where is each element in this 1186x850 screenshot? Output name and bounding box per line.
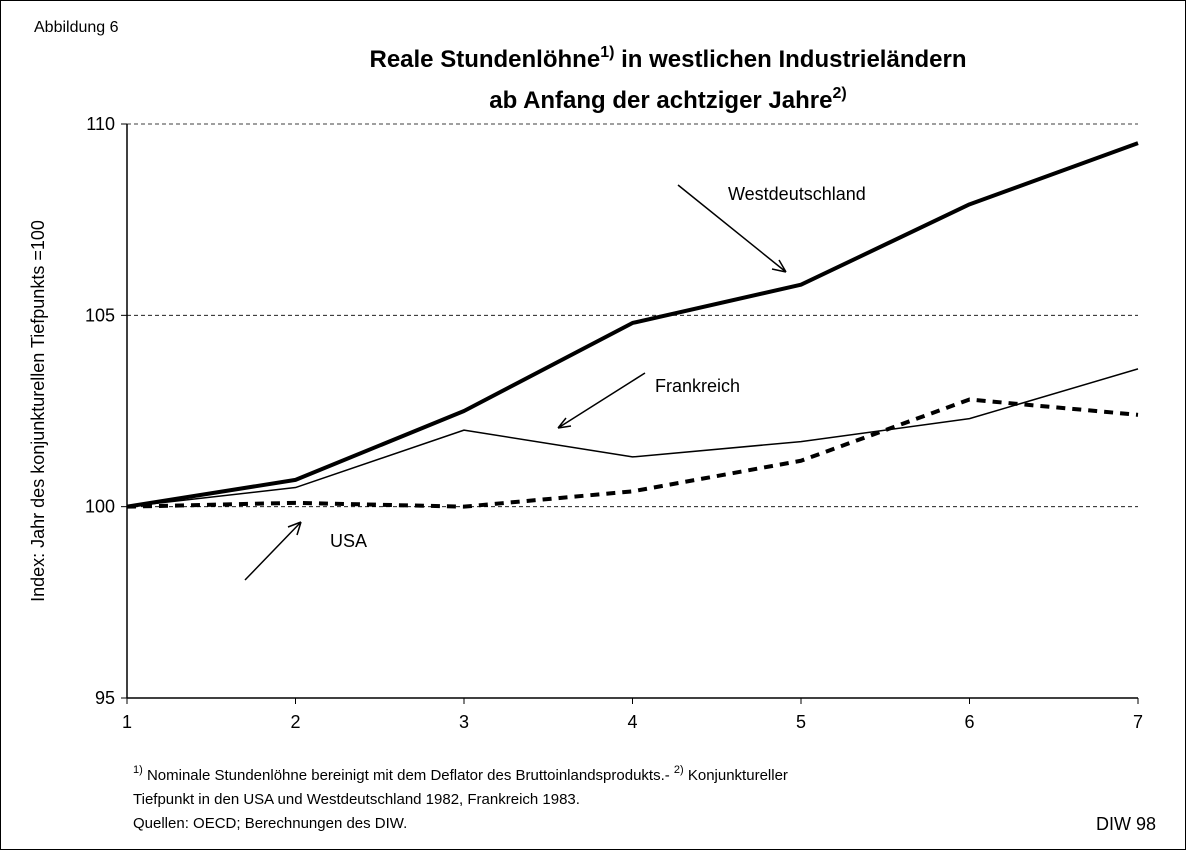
title-sup: 1) xyxy=(600,44,614,61)
subtitle-sup: 2) xyxy=(832,85,846,102)
footnote: 1) Nominale Stundenlöhne bereinigt mit d… xyxy=(133,764,788,784)
sup: 1) xyxy=(133,764,143,776)
title-part: in westlichen Industrieländern xyxy=(614,46,966,73)
sup: 2) xyxy=(674,764,684,776)
arrow xyxy=(244,521,302,581)
y-axis-label: Index: Jahr des konjunkturellen Tiefpunk… xyxy=(28,220,48,602)
subtitle-part: ab Anfang der achtziger Jahre xyxy=(489,87,832,114)
series-line xyxy=(126,141,1139,509)
chart-title: Reale Stundenlöhne1) in westlichen Indus… xyxy=(369,44,966,73)
arrow xyxy=(557,372,646,429)
x-tick-label: 3 xyxy=(459,712,469,732)
footnote-part: Konjunktureller xyxy=(684,767,788,784)
arrow xyxy=(677,184,787,273)
x-tick-label: 6 xyxy=(964,712,974,732)
figure-label: Abbildung 6 xyxy=(34,19,119,36)
chart-subtitle: ab Anfang der achtziger Jahre2) xyxy=(489,85,846,114)
series-label: Frankreich xyxy=(655,376,740,396)
x-tick-label: 4 xyxy=(627,712,637,732)
arrows xyxy=(244,184,787,581)
y-tick-label: 110 xyxy=(86,114,115,134)
footnote: Quellen: OECD; Berechnungen des DIW. xyxy=(133,815,407,832)
series-line xyxy=(126,368,1139,508)
x-tick-label: 1 xyxy=(122,712,132,732)
footnote: Tiefpunkt in den USA und Westdeutschland… xyxy=(133,791,580,808)
y-tick-label: 95 xyxy=(95,688,115,708)
footnote-part: Nominale Stundenlöhne bereinigt mit dem … xyxy=(143,767,674,784)
x-tick-label: 5 xyxy=(796,712,806,732)
x-tick-label: 2 xyxy=(290,712,300,732)
y-tick-label: 100 xyxy=(85,497,115,517)
source: DIW 98 xyxy=(1096,814,1156,834)
x-tick-label: 7 xyxy=(1133,712,1143,732)
y-tick-label: 105 xyxy=(85,305,115,325)
series-label: USA xyxy=(330,531,367,551)
title-part: Reale Stundenlöhne xyxy=(369,46,600,73)
series-line xyxy=(126,397,1139,509)
series-label: Westdeutschland xyxy=(728,184,866,204)
